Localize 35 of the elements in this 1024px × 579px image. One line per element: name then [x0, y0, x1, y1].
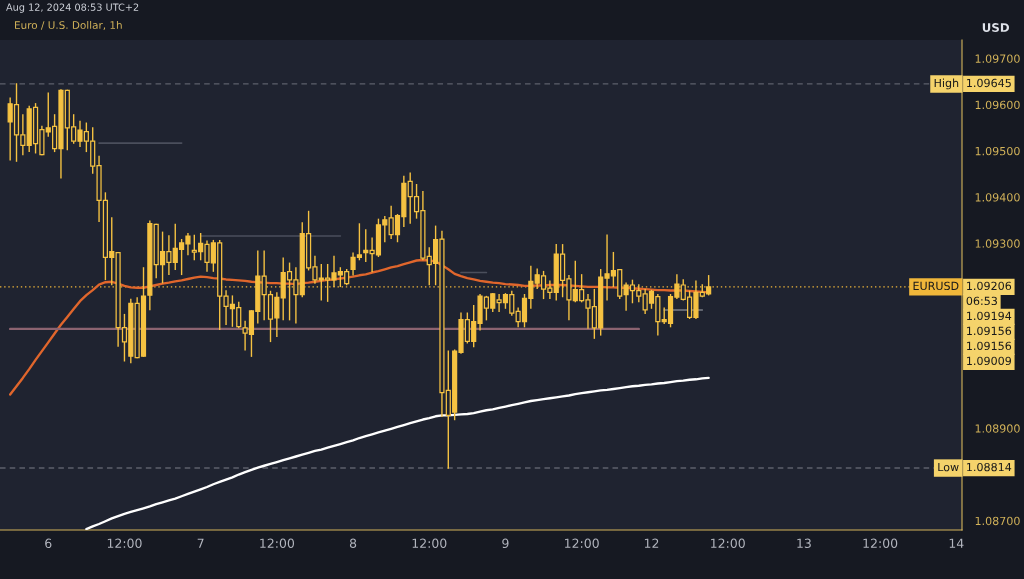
ref-line-label: Low	[938, 463, 959, 472]
y-tick-label: 1.08700	[975, 516, 1020, 526]
x-tick-label: 12:00	[711, 538, 745, 549]
y-tick-label: 1.08900	[975, 424, 1020, 433]
chart-title: Euro / U.S. Dollar, 1h	[15, 20, 122, 31]
x-tick-label: 8	[349, 538, 357, 549]
text: 1.09194	[967, 311, 1012, 321]
y-tick-label: 1.09500	[975, 146, 1020, 156]
x-tick-label: 7	[197, 538, 204, 548]
text: 06:53	[966, 296, 997, 306]
line-series	[85, 376, 710, 530]
text: 1.09206	[967, 281, 1012, 291]
ref-line-label: High	[934, 78, 959, 90]
y-tick-label: 1.09400	[975, 193, 1020, 202]
x-tick-label: 12:00	[260, 538, 295, 549]
text: 1.09156	[967, 326, 1012, 336]
text: 1.08814	[967, 462, 1012, 472]
y-tick-label: 1.09700	[975, 54, 1020, 63]
y-tick-label: 1.09600	[975, 100, 1020, 110]
x-tick-label: 9	[502, 538, 509, 549]
x-tick-label: 12	[644, 538, 659, 548]
text: 1.09156	[967, 341, 1012, 351]
x-tick-label: 12:00	[565, 538, 599, 549]
x-tick-label: 6	[45, 538, 52, 549]
x-tick-label: 12:00	[107, 538, 142, 549]
x-tick-label: 14	[949, 538, 964, 548]
chart-subtitle: Aug 12, 2024 08:53 UTC+2	[6, 3, 139, 13]
x-tick-label: 12:00	[412, 538, 447, 549]
y-tick-label: 1.09300	[975, 239, 1020, 248]
text: 1.09009	[967, 356, 1012, 366]
text: 1.09645	[967, 78, 1011, 88]
x-tick-label: 13	[797, 538, 811, 549]
y-axis-title: USD	[982, 23, 1009, 32]
ref-line-label: EURUSD	[913, 281, 959, 291]
x-tick-label: 12:00	[863, 538, 898, 549]
